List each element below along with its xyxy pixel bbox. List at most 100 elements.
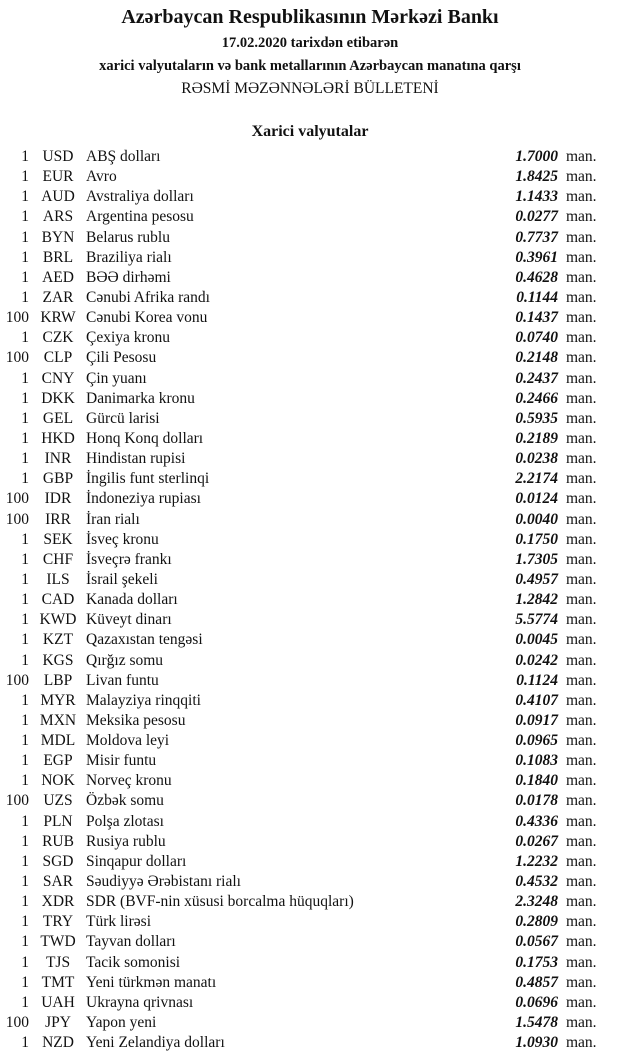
currency-name: Çin yuanı [86, 369, 147, 387]
unit-label: man. [566, 208, 597, 226]
exchange-rate: 0.3961 [515, 248, 558, 266]
amount: 1 [21, 450, 29, 468]
document-title: Azərbaycan Respublikasının Mərkəzi Bankı [121, 6, 499, 28]
currency-code: TJS [45, 953, 71, 971]
amount: 100 [5, 490, 29, 508]
currency-row: 1 CNY Çin yuanı 0.2437 man. [0, 369, 620, 389]
amount: 1 [21, 248, 29, 266]
exchange-rate: 0.1083 [515, 752, 558, 770]
exchange-rate: 1.8425 [515, 168, 558, 186]
amount: 1 [21, 409, 29, 427]
exchange-rate: 0.0965 [515, 732, 558, 750]
amount: 1 [21, 711, 29, 729]
unit-label: man. [566, 470, 597, 488]
currency-row: 1 KZT Qazaxıstan tengəsi 0.0045 man. [0, 630, 620, 650]
currency-row: 1 GEL Gürcü larisi 0.5935 man. [0, 409, 620, 429]
currency-row: 100 CLP Çili Pesosu 0.2148 man. [0, 348, 620, 368]
currency-name: Yeni Zelandiya dolları [86, 1034, 225, 1052]
amount: 100 [5, 1014, 29, 1032]
currency-row: 1 RUB Rusiya rublu 0.0267 man. [0, 832, 620, 852]
amount: 1 [21, 732, 29, 750]
currency-name: Rusiya rublu [86, 832, 166, 850]
amount: 1 [21, 470, 29, 488]
currency-name: İngilis funt sterlinqi [86, 470, 210, 488]
currency-row: 1 MXN Meksika pesosu 0.0917 man. [0, 711, 620, 731]
currency-row: 100 IRR İran rialı 0.0040 man. [0, 510, 620, 530]
currency-code: EGP [43, 752, 73, 770]
unit-label: man. [566, 369, 597, 387]
exchange-rate: 0.4107 [515, 691, 558, 709]
currency-code: NOK [41, 772, 75, 790]
currency-code: KZT [42, 631, 74, 649]
amount: 1 [21, 832, 29, 850]
unit-label: man. [566, 691, 597, 709]
amount: 1 [21, 812, 29, 830]
currency-row: 1 INR Hindistan rupisi 0.0238 man. [0, 449, 620, 469]
amount: 1 [21, 208, 29, 226]
currency-name: ABŞ dolları [86, 148, 161, 165]
currency-code: CAD [41, 591, 75, 609]
unit-label: man. [566, 309, 597, 327]
currency-row: 1 TJS Tacik somonisi 0.1753 man. [0, 953, 620, 973]
amount: 1 [21, 1034, 29, 1052]
currency-name: Meksika pesosu [86, 711, 186, 729]
exchange-rate: 1.2842 [515, 591, 558, 609]
unit-label: man. [566, 1014, 597, 1032]
currency-name: Gürcü larisi [86, 409, 160, 427]
unit-label: man. [566, 792, 597, 810]
currency-row: 1 AED BƏƏ dirhəmi 0.4628 man. [0, 268, 620, 288]
unit-label: man. [566, 409, 597, 427]
unit-label: man. [566, 913, 597, 931]
unit-label: man. [566, 490, 597, 508]
currency-name: İsveç kronu [86, 530, 159, 548]
currency-row: 1 DKK Danimarka kronu 0.2466 man. [0, 389, 620, 409]
currency-code: DKK [41, 389, 75, 407]
exchange-rate: 0.4857 [515, 973, 558, 991]
unit-label: man. [566, 732, 597, 750]
currency-name: Norveç kronu [86, 772, 172, 790]
currency-row: 100 LBP Livan funtu 0.1124 man. [0, 671, 620, 691]
currency-row: 1 SAR Səudiyyə Ərəbistanı rialı 0.4532 man. [0, 872, 620, 892]
unit-label: man. [566, 611, 597, 629]
currency-name: Küveyt dinarı [86, 611, 172, 629]
amount: 100 [5, 671, 29, 689]
currency-name: Səudiyyə Ərəbistanı rialı [86, 873, 241, 891]
currency-row: 1 ZAR Cənubi Afrika randı 0.1144 man. [0, 288, 620, 308]
currency-row: 1 ILS İsrail şekeli 0.4957 man. [0, 570, 620, 590]
currency-name: Braziliya rialı [86, 248, 172, 266]
unit-label: man. [566, 832, 597, 850]
amount: 1 [21, 933, 29, 951]
amount: 1 [21, 550, 29, 568]
exchange-rate: 0.0917 [515, 711, 558, 729]
currency-name: Belarus rublu [86, 228, 170, 246]
exchange-rate: 0.0124 [515, 490, 558, 508]
unit-label: man. [566, 711, 597, 729]
exchange-rate: 0.0040 [515, 510, 558, 528]
currency-code: SGD [42, 852, 74, 870]
unit-label: man. [566, 148, 597, 165]
currency-name: Çexiya kronu [86, 329, 170, 347]
amount: 100 [5, 309, 29, 327]
exchange-rate: 0.0045 [515, 631, 558, 649]
currency-code: MYR [40, 691, 76, 709]
currency-name: Çili Pesosu [86, 349, 157, 367]
currency-name: Honq Konq dolları [86, 429, 204, 447]
unit-label: man. [566, 550, 597, 568]
amount: 100 [5, 349, 29, 367]
amount: 100 [5, 510, 29, 528]
amount: 1 [21, 691, 29, 709]
currency-code: IRR [45, 510, 71, 528]
exchange-rate: 0.0242 [515, 651, 558, 669]
currency-row: 1 NOK Norveç kronu 0.1840 man. [0, 771, 620, 791]
currency-code: XDR [41, 893, 75, 911]
amount: 1 [21, 913, 29, 931]
exchange-rate: 1.0930 [515, 1034, 558, 1052]
amount: 1 [21, 591, 29, 609]
currency-code: BRL [42, 248, 74, 266]
amount: 1 [21, 369, 29, 387]
currency-name: Cənubi Afrika randı [86, 288, 210, 306]
amount: 1 [21, 973, 29, 991]
currency-row: 1 AUD Avstraliya dolları 1.1433 man. [0, 187, 620, 207]
amount: 1 [21, 873, 29, 891]
amount: 1 [21, 268, 29, 286]
